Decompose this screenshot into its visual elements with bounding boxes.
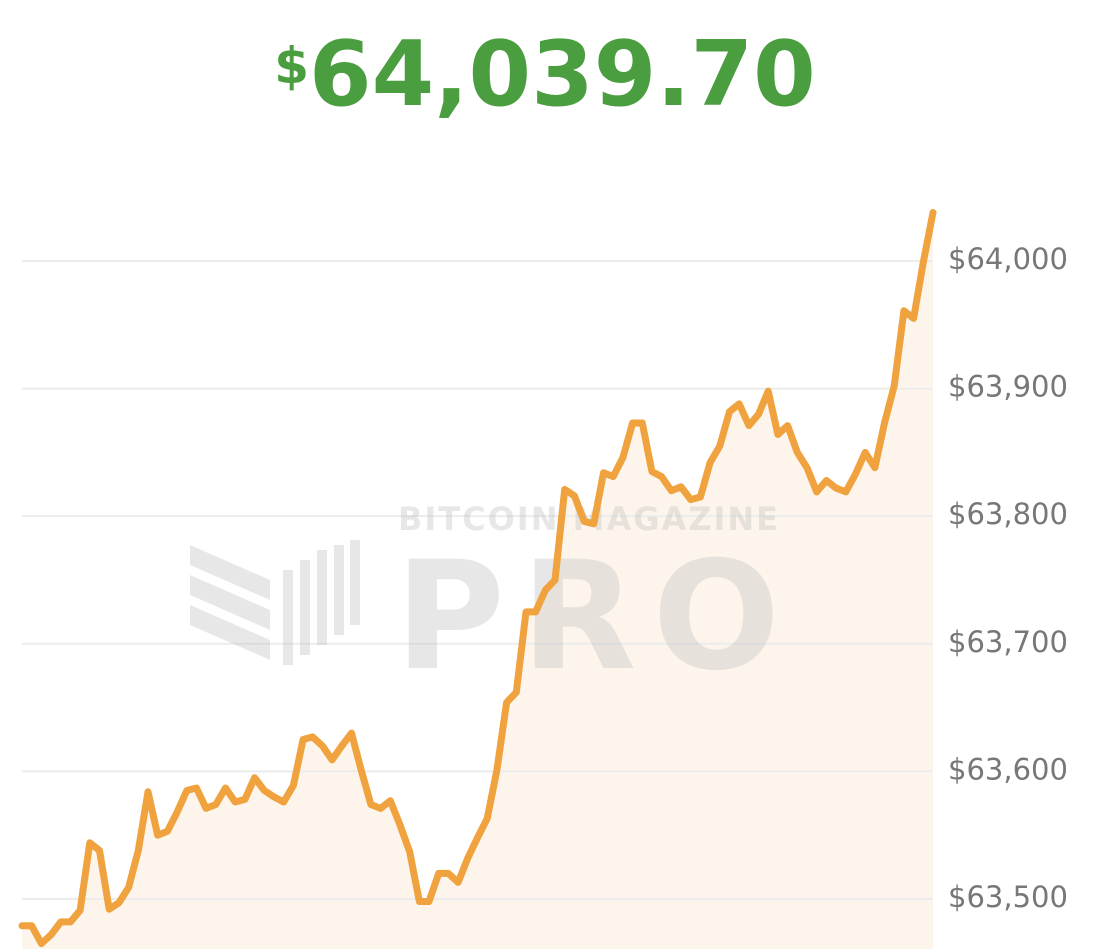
price-line (18, 209, 937, 948)
y-tick-label: $64,000 (948, 242, 1068, 276)
currency-symbol: $ (274, 37, 309, 95)
price-title: $64,039.70 (274, 22, 816, 127)
y-tick-label: $63,900 (948, 370, 1068, 404)
watermark-logo: PRO (395, 530, 780, 704)
area (22, 212, 933, 949)
y-tick-label: $63,600 (948, 752, 1068, 786)
y-tick-label: $63,500 (948, 880, 1068, 914)
price-value: 64,039.70 (309, 22, 816, 127)
y-tick-label: $63,800 (948, 497, 1068, 531)
watermark: BITCOIN MAGAZINE PRO (190, 500, 780, 704)
y-tick-label: $63,700 (948, 625, 1068, 659)
watermark-icon (190, 540, 360, 665)
